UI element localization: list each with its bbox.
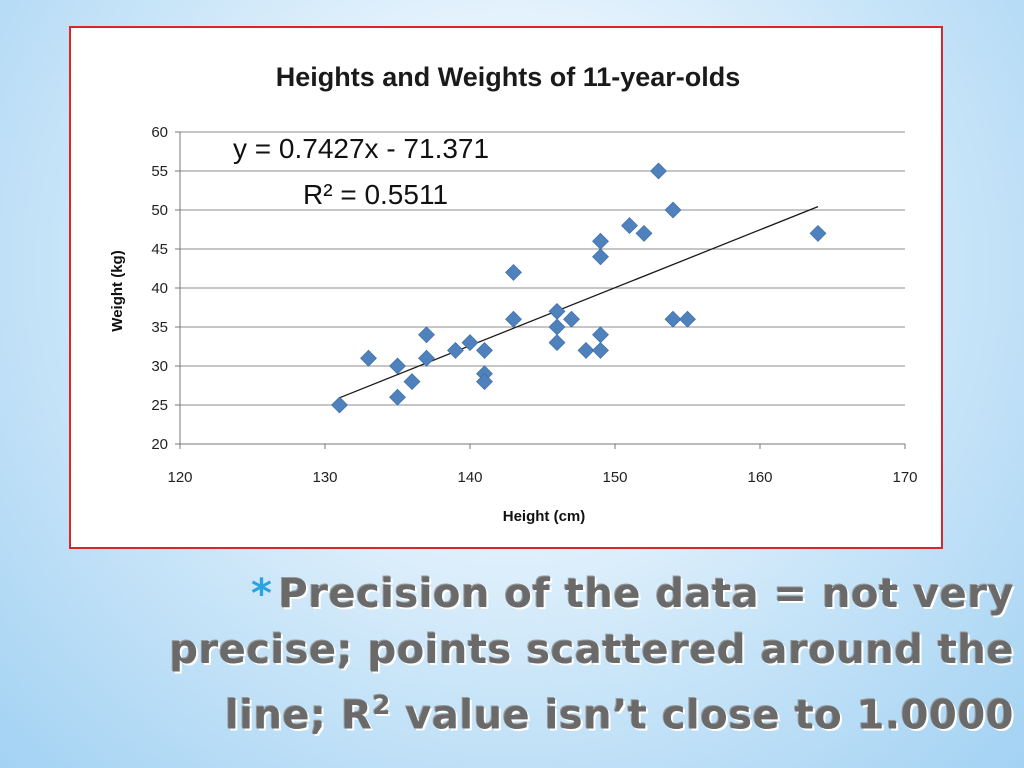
data-point: [809, 224, 827, 242]
data-point: [418, 349, 435, 367]
y-tick-label: 25: [151, 397, 168, 414]
y-tick-label: 35: [151, 319, 168, 336]
y-tick-label: 50: [151, 202, 168, 219]
data-point: [592, 326, 609, 344]
data-point: [592, 341, 609, 359]
gridlines: [180, 131, 905, 406]
data-point: [621, 217, 638, 235]
data-point: [418, 326, 435, 344]
data-point: [476, 373, 493, 391]
data-point: [664, 310, 682, 328]
data-point: [548, 318, 566, 336]
data-point: [476, 341, 493, 359]
bullet-asterisk: *: [251, 571, 273, 617]
y-axis-title: Weight (kg): [109, 250, 126, 331]
data-point: [403, 373, 421, 391]
data-point: [505, 310, 522, 328]
caption-line-1-text: Precision of the data = not very: [278, 571, 1014, 617]
x-tick-label: 120: [167, 469, 192, 486]
y-tick-label: 55: [151, 163, 168, 180]
data-point: [635, 224, 653, 242]
slide-caption: * Precision of the data = not very precis…: [130, 566, 1014, 743]
caption-line-3: line; R2 value isn’t close to 1.0000: [130, 678, 1014, 743]
data-point: [664, 201, 682, 219]
data-point: [331, 396, 348, 414]
x-tick-label: 140: [457, 469, 482, 486]
chart-frame: Heights and Weights of 11-year-olds 20 25…: [69, 26, 943, 549]
trendline-equation: y = 0.7427x - 71.371: [233, 133, 489, 164]
y-tick-label: 20: [151, 436, 168, 453]
x-tick-labels: 120 130 140 150 160 170: [167, 469, 917, 486]
data-point: [461, 334, 479, 352]
chart-title: Heights and Weights of 11-year-olds: [276, 62, 741, 92]
y-tick-label: 45: [151, 241, 168, 258]
data-points: [331, 162, 827, 414]
data-point: [650, 162, 667, 180]
r-squared-label: R² = 0.5511: [303, 179, 448, 210]
y-tick-label: 60: [151, 124, 168, 141]
x-axis-title: Height (cm): [503, 508, 586, 525]
caption-line-2: precise; points scattered around the: [169, 627, 1014, 673]
data-point: [563, 310, 580, 328]
scatter-chart: Heights and Weights of 11-year-olds 20 25…: [109, 62, 918, 525]
x-tick-label: 160: [747, 469, 772, 486]
data-point: [447, 341, 464, 359]
data-point: [548, 302, 566, 320]
caption-line-1: * Precision of the data = not very: [130, 566, 1014, 622]
y-tick-labels: 20 25 30 35 40 45 50 55 60: [151, 124, 168, 453]
data-point: [592, 232, 609, 250]
caption-line-3-suffix: value isn’t close to 1.0000: [390, 692, 1014, 739]
axes: [175, 131, 906, 449]
trendline: [339, 206, 819, 399]
data-point: [592, 248, 609, 266]
x-tick-label: 150: [602, 469, 627, 486]
data-point: [548, 334, 566, 352]
caption-superscript: 2: [372, 691, 391, 721]
y-tick-label: 40: [151, 280, 168, 297]
data-point: [577, 341, 595, 359]
caption-line-3-prefix: line; R: [225, 692, 373, 739]
data-point: [360, 349, 377, 367]
data-point: [505, 263, 522, 281]
data-point: [389, 357, 406, 375]
y-tick-label: 30: [151, 358, 168, 375]
x-tick-label: 130: [312, 469, 337, 486]
x-tick-label: 170: [892, 469, 917, 486]
data-point: [679, 310, 696, 328]
data-point: [389, 388, 406, 406]
